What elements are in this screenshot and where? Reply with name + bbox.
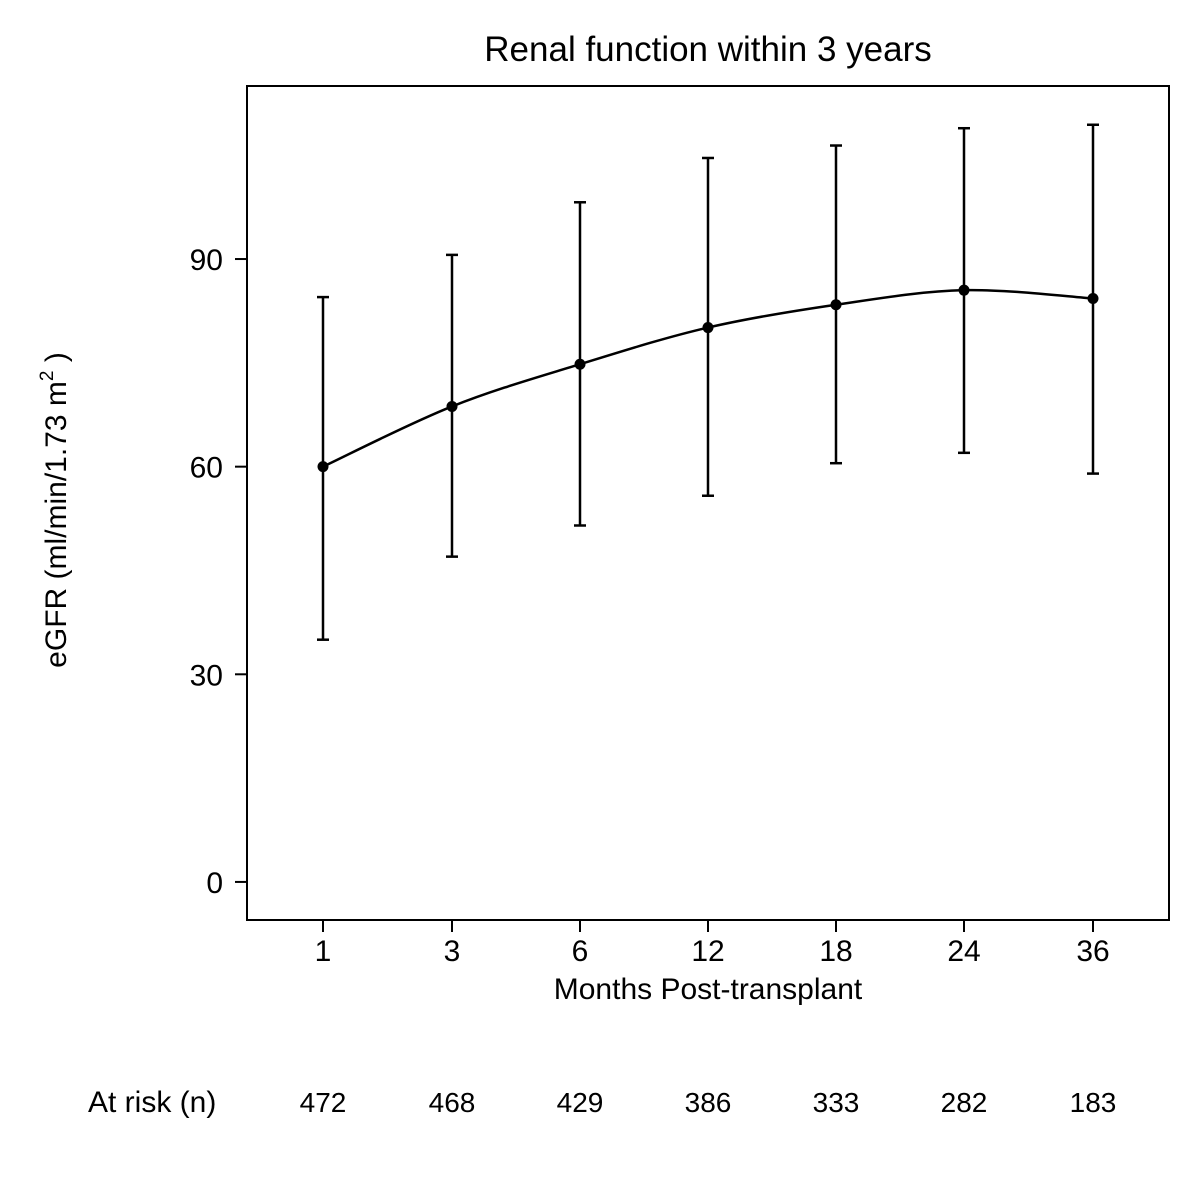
- x-tick-label: 18: [819, 935, 852, 968]
- data-point: [1087, 292, 1099, 304]
- data-point: [958, 284, 970, 296]
- at-risk-value: 333: [813, 1087, 860, 1118]
- x-tick-label: 1: [315, 935, 332, 968]
- data-point: [446, 400, 458, 412]
- y-tick-label: 0: [206, 867, 223, 900]
- data-point: [830, 299, 842, 311]
- data-point: [702, 322, 714, 334]
- at-risk-label: At risk (n): [88, 1086, 216, 1119]
- x-axis-label: Months Post-transplant: [554, 973, 863, 1006]
- x-axis: 1 3 6 12 18 24 36: [315, 920, 1110, 968]
- at-risk-value: 386: [685, 1087, 732, 1118]
- y-axis-label-close: ): [40, 352, 73, 370]
- at-risk-value: 429: [557, 1087, 604, 1118]
- y-axis-label-superscript: 2: [37, 371, 58, 382]
- data-point: [317, 461, 329, 473]
- x-tick-label: 6: [572, 935, 589, 968]
- x-tick-label: 3: [444, 935, 461, 968]
- x-tick-label: 12: [691, 935, 724, 968]
- error-bars: [317, 123, 1099, 641]
- y-tick-label: 30: [190, 659, 223, 692]
- data-point: [574, 358, 586, 370]
- x-tick-label: 24: [947, 935, 980, 968]
- data-points: [317, 284, 1099, 473]
- y-axis-label: eGFR (ml/min/1.73 m2 ): [37, 352, 73, 668]
- y-tick-label: 90: [190, 244, 223, 277]
- at-risk-value: 282: [941, 1087, 988, 1118]
- at-risk-value: 468: [429, 1087, 476, 1118]
- at-risk-value: 183: [1070, 1087, 1117, 1118]
- chart-title: Renal function within 3 years: [484, 30, 931, 69]
- y-tick-label: 60: [190, 452, 223, 485]
- at-risk-row: 472 468 429 386 333 282 183: [300, 1087, 1117, 1118]
- x-tick-label: 36: [1076, 935, 1109, 968]
- y-axis-label-main: eGFR (ml/min/1.73 m: [40, 381, 73, 668]
- at-risk-value: 472: [300, 1087, 347, 1118]
- y-axis: 0 30 60 90: [190, 244, 247, 900]
